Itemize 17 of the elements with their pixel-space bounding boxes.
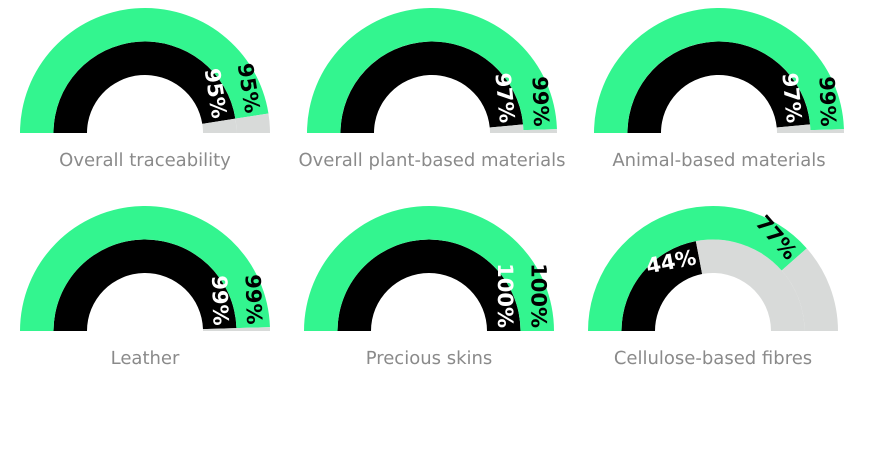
text: Cellulose-based fibres: [614, 348, 812, 369]
data-label: 99%: [528, 76, 554, 127]
text: Overall traceability: [59, 150, 232, 171]
data-label: 99%: [814, 76, 840, 127]
data-label: 99%: [207, 275, 233, 326]
data-label: 97%: [490, 72, 520, 124]
data-label: 97%: [777, 72, 806, 124]
data-label: 99%: [240, 274, 266, 325]
data-label: 100%: [526, 263, 550, 328]
data-label: 44%: [644, 245, 698, 278]
text: Overall plant-based materials: [298, 150, 566, 171]
data-label: 95%: [200, 66, 232, 120]
text: Animal-based materials: [612, 150, 826, 171]
data-label: 95%: [232, 61, 264, 115]
text: Precious skins: [366, 348, 492, 369]
text: Leather: [110, 348, 180, 369]
data-label: 100%: [492, 263, 517, 328]
